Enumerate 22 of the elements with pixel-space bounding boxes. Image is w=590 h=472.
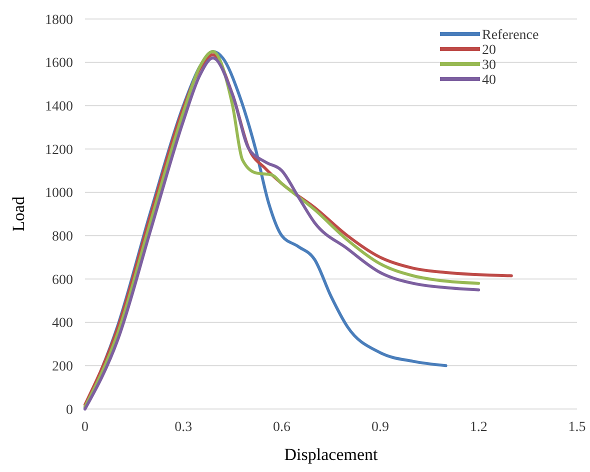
y-tick-label: 1400 <box>45 100 73 115</box>
y-tick-label: 1200 <box>45 142 73 158</box>
y-tick-label: 1600 <box>45 56 73 72</box>
x-tick-label: 0.6 <box>273 420 291 435</box>
y-tick-label: 0 <box>66 402 73 418</box>
x-tick-label: 0 <box>82 420 88 435</box>
x-tick-label: 0.3 <box>174 420 192 435</box>
x-tick-label: 0.9 <box>371 420 389 435</box>
y-tick-label: 1800 <box>45 12 73 28</box>
y-tick-label: 400 <box>52 316 73 332</box>
legend-label: Reference <box>482 28 539 43</box>
legend-label: 20 <box>482 42 496 58</box>
x-tick-label: 1.2 <box>470 420 488 435</box>
y-axis-title: Load <box>9 196 28 232</box>
legend-label: 40 <box>482 72 496 88</box>
x-tick-label: 1.5 <box>568 420 586 435</box>
y-tick-label: 800 <box>52 230 73 245</box>
y-tick-label: 600 <box>52 272 73 288</box>
y-tick-label: 200 <box>52 360 73 375</box>
y-tick-label: 1000 <box>45 186 73 202</box>
x-axis-title: Displacement <box>284 445 378 464</box>
legend-label: 30 <box>482 58 496 73</box>
